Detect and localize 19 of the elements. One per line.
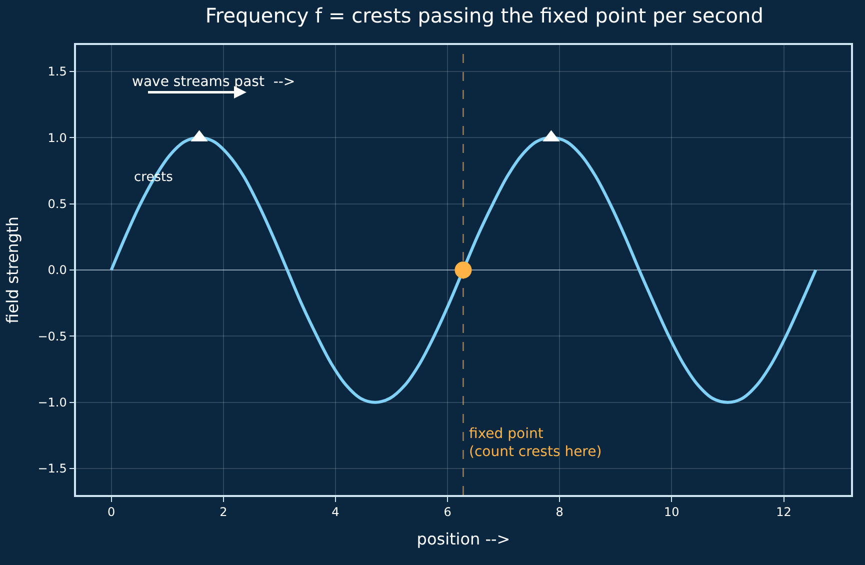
x-tick-label: 12 bbox=[776, 505, 792, 520]
y-tick-label: −1.5 bbox=[38, 462, 67, 476]
y-axis-title: field strength bbox=[3, 216, 22, 324]
x-tick-label: 4 bbox=[332, 505, 340, 520]
annotation: wave streams past --> bbox=[132, 74, 296, 90]
y-tick-label: −0.5 bbox=[38, 329, 67, 344]
ref-line-label: fixed point (count crests here) bbox=[469, 426, 602, 460]
x-tick-label: 6 bbox=[444, 505, 452, 520]
x-axis-title: position --> bbox=[416, 529, 510, 548]
y-tick-label: 0.5 bbox=[48, 197, 67, 212]
chart-title: Frequency f = crests passing the fixed point per second bbox=[205, 3, 764, 28]
y-tick-label: 1.0 bbox=[48, 130, 67, 145]
x-tick-label: 8 bbox=[556, 505, 564, 520]
y-tick-label: −1.0 bbox=[38, 396, 67, 410]
x-tick-label: 0 bbox=[107, 505, 116, 520]
x-tick-label: 10 bbox=[664, 505, 680, 520]
y-tick-label: 0.0 bbox=[48, 263, 67, 278]
x-tick-label: 2 bbox=[220, 505, 228, 520]
y-tick-label: 1.5 bbox=[48, 64, 67, 79]
